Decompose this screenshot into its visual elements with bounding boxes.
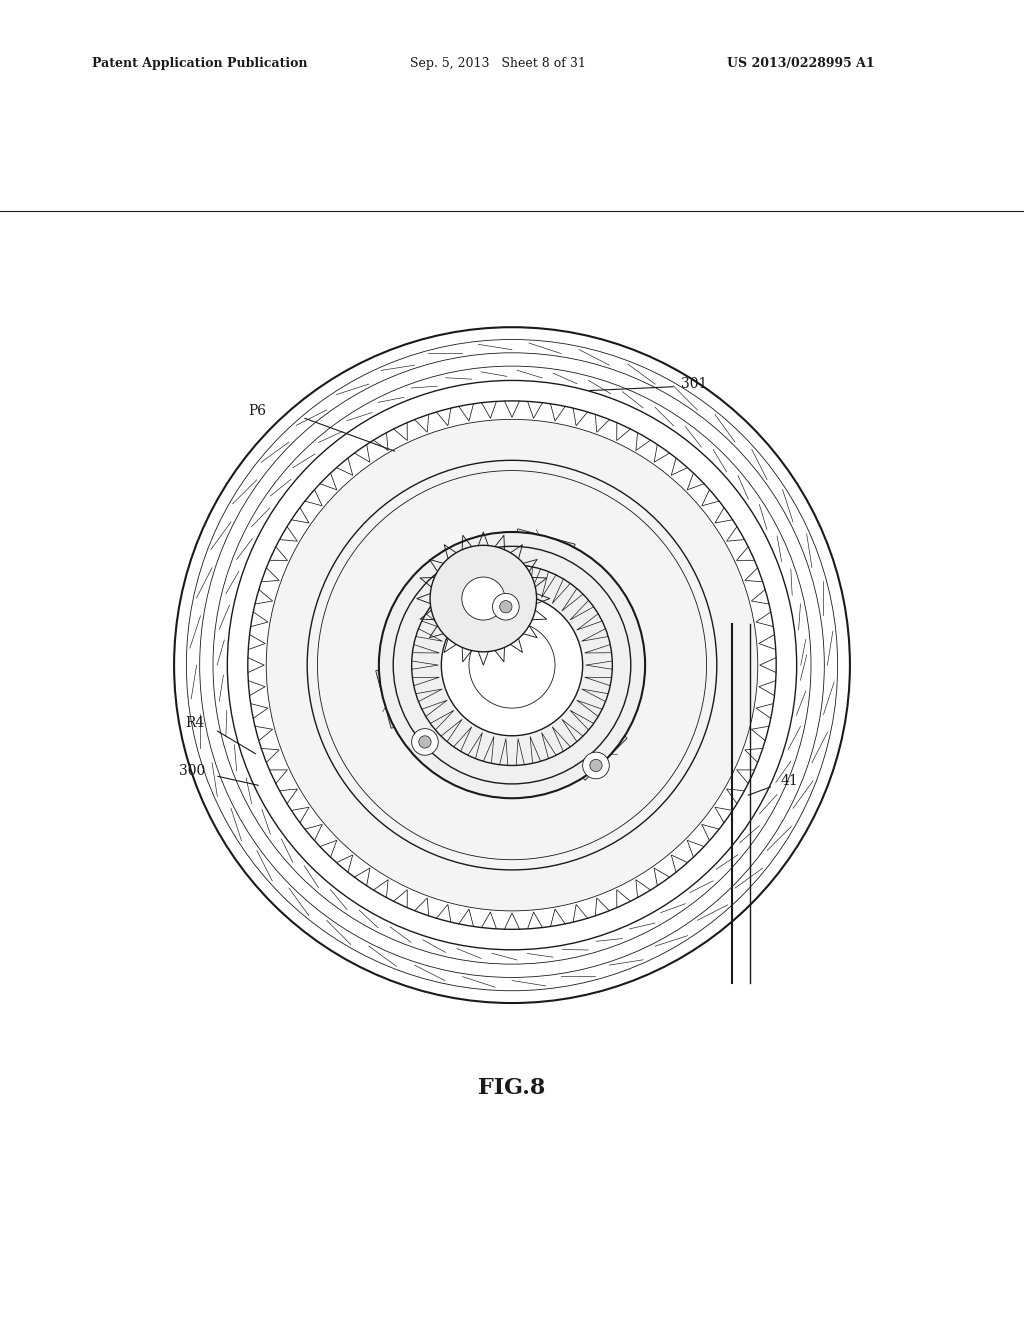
Text: Sep. 5, 2013   Sheet 8 of 31: Sep. 5, 2013 Sheet 8 of 31 xyxy=(410,57,586,70)
Text: 301: 301 xyxy=(681,376,708,391)
Polygon shape xyxy=(516,669,627,780)
Circle shape xyxy=(430,545,537,652)
Text: US 2013/0228995 A1: US 2013/0228995 A1 xyxy=(727,57,874,70)
Circle shape xyxy=(441,594,583,735)
Polygon shape xyxy=(376,645,485,729)
Circle shape xyxy=(500,601,512,612)
Text: P6: P6 xyxy=(248,404,266,418)
Circle shape xyxy=(493,594,519,620)
Text: 300: 300 xyxy=(178,763,205,777)
Text: R4: R4 xyxy=(185,717,205,730)
Text: Patent Application Publication: Patent Application Publication xyxy=(92,57,307,70)
Text: 41: 41 xyxy=(780,774,798,788)
Circle shape xyxy=(266,420,758,911)
Circle shape xyxy=(462,577,505,620)
Circle shape xyxy=(412,729,438,755)
Text: FIG.8: FIG.8 xyxy=(478,1077,546,1100)
Circle shape xyxy=(379,532,645,799)
Circle shape xyxy=(590,759,602,772)
Circle shape xyxy=(583,752,609,779)
Circle shape xyxy=(419,735,431,748)
Polygon shape xyxy=(493,529,575,638)
